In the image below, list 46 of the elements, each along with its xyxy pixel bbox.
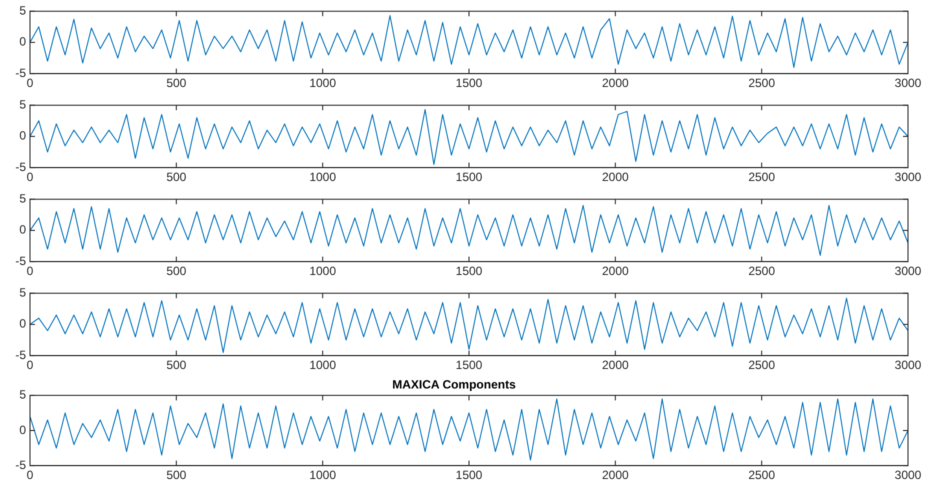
x-tick-label: 1500	[456, 264, 483, 278]
y-tick-label: 5	[19, 192, 26, 206]
x-tick-label: 1000	[309, 264, 336, 278]
x-tick-label: 3000	[894, 170, 922, 184]
y-tick-label: -5	[15, 348, 26, 362]
x-tick-label: 1500	[456, 170, 483, 184]
y-tick-label: -5	[15, 66, 26, 80]
x-tick-label: 2000	[602, 76, 630, 90]
x-tick-label: 3000	[894, 468, 922, 482]
x-tick-label: 2000	[602, 358, 630, 372]
y-tick-label: 5	[19, 98, 26, 112]
y-tick-label: 0	[19, 34, 26, 49]
x-tick-label: 500	[166, 468, 187, 482]
y-tick-label: -5	[15, 160, 26, 174]
x-tick-label: 2500	[748, 264, 776, 278]
x-tick-label: 2000	[602, 170, 630, 184]
x-tick-label: 2500	[748, 358, 776, 372]
x-tick-label: 2500	[748, 76, 776, 90]
x-tick-label: 500	[166, 76, 187, 90]
x-tick-label: 3000	[894, 264, 922, 278]
y-tick-label: 0	[19, 422, 26, 437]
x-tick-label: 500	[166, 358, 187, 372]
x-tick-label: 500	[166, 264, 187, 278]
y-tick-label: 5	[19, 4, 26, 18]
x-tick-label: 2500	[748, 468, 776, 482]
x-tick-label: 1500	[456, 76, 483, 90]
x-tick-label: 1500	[456, 358, 483, 372]
x-tick-label: 1500	[456, 468, 483, 482]
y-tick-label: 0	[19, 128, 26, 143]
x-tick-label: 2000	[602, 468, 630, 482]
y-tick-label: 0	[19, 222, 26, 237]
y-tick-label: 5	[19, 388, 26, 402]
y-tick-label: 5	[19, 286, 26, 300]
y-tick-label: -5	[15, 458, 26, 472]
y-tick-label: 0	[19, 316, 26, 331]
x-tick-label: 500	[166, 170, 187, 184]
x-tick-label: 2000	[602, 264, 630, 278]
x-tick-label: 2500	[748, 170, 776, 184]
y-tick-label: -5	[15, 254, 26, 268]
x-tick-label: 1000	[309, 76, 336, 90]
x-tick-label: 1000	[309, 358, 336, 372]
chart-title: MAXICA Components	[392, 378, 516, 392]
x-tick-label: 3000	[894, 358, 922, 372]
x-tick-label: 1000	[309, 170, 336, 184]
x-tick-label: 1000	[309, 468, 336, 482]
x-tick-label: 3000	[894, 76, 922, 90]
